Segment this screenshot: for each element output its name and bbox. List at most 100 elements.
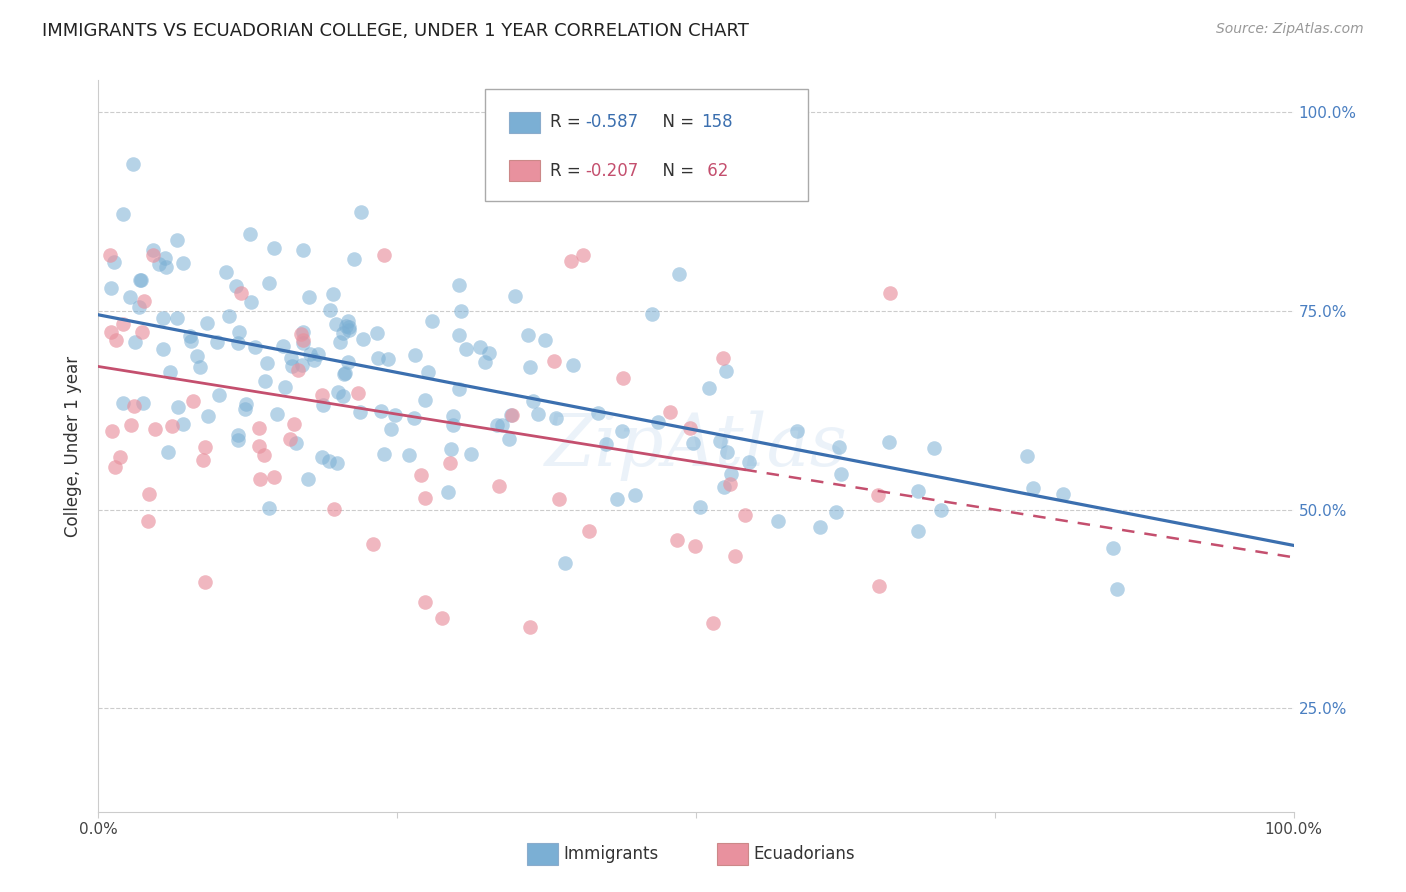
Point	[363, 536, 385, 550]
Point	[346, 385, 368, 400]
Point	[100, 281, 122, 295]
Point	[247, 439, 270, 453]
Point	[440, 442, 463, 456]
Point	[828, 440, 851, 454]
Point	[235, 397, 257, 411]
Point	[714, 364, 737, 378]
Text: Source: ZipAtlas.com: Source: ZipAtlas.com	[1216, 22, 1364, 37]
Point	[699, 381, 721, 395]
Point	[373, 248, 395, 262]
Point	[172, 417, 194, 431]
Point	[350, 205, 373, 219]
Point	[333, 367, 356, 381]
Point	[256, 355, 278, 369]
Point	[228, 428, 250, 442]
Point	[197, 316, 219, 330]
Point	[111, 318, 134, 332]
Point	[519, 360, 541, 375]
Point	[111, 396, 134, 410]
Point	[612, 370, 634, 384]
Point	[1052, 487, 1074, 501]
Point	[766, 514, 789, 528]
Point	[319, 302, 342, 317]
Point	[702, 615, 724, 630]
Point	[108, 450, 131, 465]
Point	[447, 382, 470, 396]
Point	[716, 445, 738, 459]
Point	[257, 501, 280, 516]
Point	[586, 406, 609, 420]
Point	[280, 351, 302, 365]
Point	[824, 505, 846, 519]
Point	[156, 445, 179, 459]
Point	[922, 441, 945, 455]
Text: Ecuadorians: Ecuadorians	[754, 845, 855, 863]
Point	[191, 452, 214, 467]
Point	[253, 448, 276, 462]
Point	[302, 352, 325, 367]
Point	[291, 333, 314, 347]
Point	[718, 477, 741, 491]
Point	[398, 448, 420, 462]
Point	[879, 434, 901, 449]
Point	[298, 290, 321, 304]
Point	[380, 422, 402, 436]
Point	[413, 595, 436, 609]
Point	[647, 415, 669, 429]
Point	[413, 392, 436, 407]
Point	[1102, 541, 1125, 555]
Point	[666, 533, 689, 547]
Point	[384, 409, 406, 423]
Point	[129, 273, 152, 287]
Point	[474, 355, 496, 369]
Point	[606, 491, 628, 506]
Point	[527, 408, 550, 422]
Point	[124, 334, 146, 349]
Point	[1022, 481, 1045, 495]
Text: N =: N =	[652, 113, 700, 131]
Point	[1105, 582, 1128, 596]
Point	[402, 411, 425, 425]
Point	[366, 326, 388, 341]
Text: R =: R =	[550, 161, 586, 179]
Point	[734, 508, 756, 522]
Point	[291, 336, 314, 351]
Point	[737, 455, 759, 469]
Point	[337, 355, 360, 369]
Text: Immigrants: Immigrants	[564, 845, 659, 863]
Point	[143, 422, 166, 436]
Point	[786, 424, 808, 438]
Point	[103, 255, 125, 269]
Point	[194, 440, 217, 454]
Point	[240, 295, 263, 310]
Point	[132, 294, 155, 309]
Point	[162, 418, 184, 433]
Point	[337, 320, 360, 334]
Point	[271, 339, 294, 353]
Point	[370, 404, 392, 418]
Point	[373, 447, 395, 461]
Point	[929, 502, 952, 516]
Point	[352, 332, 374, 346]
Point	[679, 421, 702, 435]
Point	[337, 323, 360, 337]
Point	[478, 346, 501, 360]
Point	[188, 359, 211, 374]
Point	[682, 436, 704, 450]
Point	[138, 487, 160, 501]
Point	[166, 233, 188, 247]
Point	[572, 248, 595, 262]
Point	[129, 273, 152, 287]
Point	[562, 358, 585, 372]
Point	[332, 326, 354, 340]
Point	[907, 484, 929, 499]
Point	[404, 348, 426, 362]
Point	[522, 393, 544, 408]
Point	[131, 325, 153, 339]
Point	[297, 472, 319, 486]
Point	[624, 488, 647, 502]
Point	[808, 520, 831, 534]
Point	[322, 502, 344, 516]
Point	[498, 432, 520, 446]
Point	[291, 243, 314, 257]
